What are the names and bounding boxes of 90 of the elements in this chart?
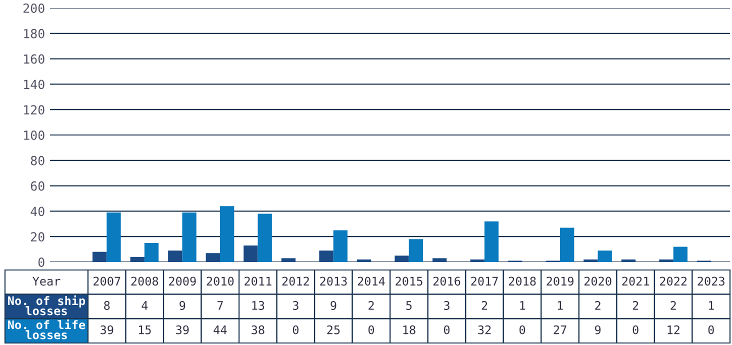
bar [560,228,574,262]
data-label: 1 [520,301,526,310]
bar [598,250,612,262]
y-tick-label: 120 [24,105,44,115]
data-label: 2 [482,301,488,310]
data-label: 2 [670,301,676,310]
x-tick-label: 2021 [622,276,650,286]
data-label: 44 [214,326,227,334]
y-tick-label: 160 [24,54,44,64]
x-tick-label: 2012 [282,276,309,286]
y-tick-label: 20 [31,232,44,242]
x-tick-label: 2018 [508,276,536,286]
x-tick-label: 2016 [433,276,460,286]
bar [470,259,484,262]
x-tick-label: 2009 [169,276,196,286]
bar [182,212,196,262]
bar [206,253,220,262]
x-tick-label: 2008 [131,276,158,286]
bar [144,242,159,262]
y-tick-label: 80 [30,156,44,166]
y-tick-label: 60 [30,181,44,191]
bar [659,259,674,262]
data-label: 32 [478,325,491,334]
bar [130,256,144,262]
data-label: 0 [708,325,714,334]
data-label: 3 [444,301,450,310]
bar [168,250,182,262]
data-label: 3 [292,301,298,310]
data-label: 9 [330,301,336,310]
data-label: 0 [444,325,450,334]
y-tick-label: 140 [24,80,44,90]
y-tick-label: 0 [38,258,44,267]
bar [92,252,107,262]
data-label: 38 [252,325,264,334]
data-label: 4 [142,301,148,310]
x-tick-label: 2011 [244,276,272,286]
x-tick-label: 2010 [206,276,234,286]
data-label: 39 [100,325,114,334]
data-label: 0 [520,325,526,334]
data-label: 12 [668,325,680,334]
x-tick-label: 2022 [660,276,687,286]
x-tick-label: 2020 [584,276,612,286]
data-label: 39 [176,325,189,334]
x-tick-label: 2015 [396,276,422,286]
bar [258,214,272,262]
data-label: 9 [595,325,601,334]
bar [333,230,348,262]
data-label: 9 [180,301,186,310]
bar [220,206,234,262]
data-label: 7 [217,301,223,310]
bar [244,245,258,262]
data-label: 1 [558,301,563,310]
bar [394,256,409,262]
y-tick-label: 100 [24,130,44,140]
data-label: 8 [104,301,110,310]
bar [319,250,334,262]
bar [584,259,598,262]
x-tick-label: 2023 [698,276,724,286]
x-tick-label: 2017 [471,276,498,286]
data-label: 0 [292,325,298,334]
data-label: 2 [368,301,374,310]
x-tick-label: 2019 [546,276,574,286]
y-tick-label: 200 [23,4,44,13]
data-label: 13 [252,301,264,310]
data-label: 1 [708,301,714,310]
bar [281,258,296,262]
data-label: 2 [632,301,638,310]
bar [484,221,499,262]
bar [621,259,636,262]
data-label: 0 [632,325,638,334]
bar [356,259,372,262]
x-tick-label: 2013 [320,276,347,286]
data-label: 0 [368,325,374,334]
x-axis-title: Year [32,276,60,286]
data-label: 27 [554,325,566,334]
text: No. of life losses [8,319,86,340]
data-label: 5 [406,301,412,310]
data-label: 18 [403,325,416,334]
y-tick-label: 40 [30,206,44,216]
bar [106,212,121,262]
bar [408,239,424,262]
data-label: 25 [327,325,340,334]
data-label: 2 [595,301,600,310]
bar [673,246,688,262]
x-tick-label: 2014 [358,276,385,286]
data-label: 15 [138,326,151,334]
text: No. of ship losses [8,295,86,316]
y-tick-label: 180 [24,28,44,38]
bar [432,258,447,262]
x-tick-label: 2007 [94,276,120,286]
